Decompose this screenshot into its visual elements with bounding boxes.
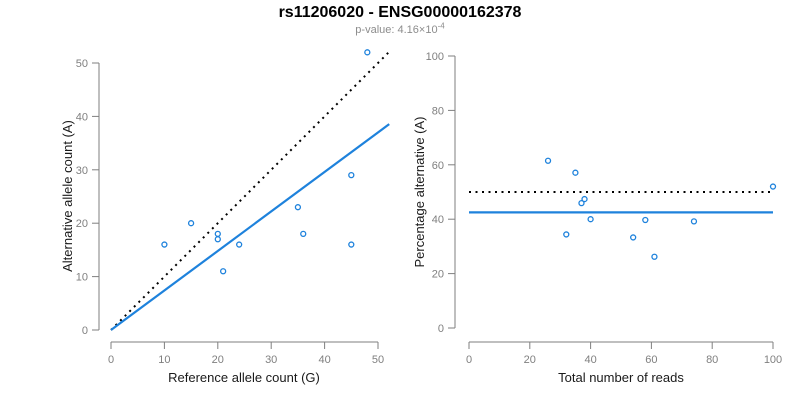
data-point	[642, 216, 649, 224]
x-tick-label: 20	[212, 354, 224, 366]
data-point	[544, 157, 552, 164]
right-plot-xaxis-title: Total number of reads	[558, 370, 684, 385]
data-point	[690, 218, 698, 225]
x-tick-label: 80	[706, 354, 718, 366]
x-tick-label: 50	[372, 354, 384, 366]
x-tick-label: 0	[108, 354, 114, 366]
p-value-subtitle: p-value: 4.16×10-4	[0, 21, 800, 36]
data-point	[769, 183, 777, 190]
p-value-text: p-value: 4.16×10	[355, 24, 438, 36]
p-value-exponent: -4	[437, 21, 445, 31]
x-tick-label: 40	[584, 354, 596, 366]
data-point	[219, 268, 227, 275]
data-point	[630, 234, 637, 241]
y-tick-label: 30	[76, 165, 88, 177]
right-plot-yaxis-title: Percentage alternative (A)	[412, 116, 427, 267]
y-tick-label: 20	[432, 269, 444, 281]
data-point	[187, 220, 195, 227]
y-tick-label: 80	[432, 105, 444, 117]
y-tick-label: 100	[426, 51, 444, 63]
data-point	[563, 231, 570, 238]
data-point	[348, 171, 355, 179]
x-tick-label: 30	[265, 354, 277, 366]
data-point	[578, 200, 585, 207]
data-point	[581, 195, 588, 203]
data-point	[294, 204, 302, 211]
x-tick-label: 10	[158, 354, 170, 366]
fit-line	[110, 123, 390, 331]
data-point	[587, 216, 594, 223]
data-point	[300, 230, 307, 238]
data-point	[651, 253, 658, 260]
x-tick-label: 0	[466, 354, 472, 366]
x-tick-label: 20	[524, 354, 536, 366]
allele-count-plot: 0 10 20 30 40 50 0 10 20 30 40 50	[76, 49, 390, 366]
y-tick-label: 0	[82, 325, 88, 337]
y-tick-label: 0	[438, 323, 444, 335]
x-tick-label: 100	[764, 354, 782, 366]
y-tick-label: 40	[76, 111, 88, 123]
data-point	[214, 230, 221, 238]
y-tick-label: 10	[76, 272, 88, 284]
x-tick-label: 60	[645, 354, 657, 366]
data-point	[236, 241, 243, 248]
y-tick-label: 20	[76, 218, 88, 230]
data-point	[348, 241, 355, 248]
y-tick-label: 60	[432, 160, 444, 172]
percentage-alternative-plot: 0 20 40 60 80 100 0 20 40 60 80 100	[426, 51, 783, 366]
left-plot-yaxis-title: Alternative allele count (A)	[60, 120, 75, 272]
figure-title: rs11206020 - ENSG00000162378	[278, 4, 522, 21]
y-tick-label: 40	[432, 214, 444, 226]
left-plot-xaxis-title: Reference allele count (G)	[168, 370, 320, 385]
data-point	[364, 49, 371, 56]
data-point	[572, 169, 579, 176]
data-point	[161, 241, 168, 248]
x-tick-label: 40	[318, 354, 330, 366]
y-tick-label: 50	[76, 58, 88, 70]
data-point	[214, 236, 221, 243]
identity-line	[110, 51, 390, 331]
